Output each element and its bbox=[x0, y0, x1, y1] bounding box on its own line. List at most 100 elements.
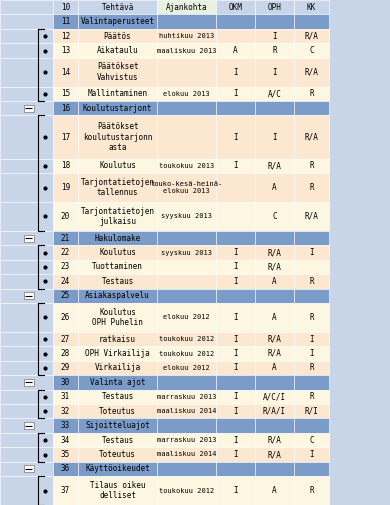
Text: syyskuu 2013: syyskuu 2013 bbox=[161, 249, 212, 256]
Bar bbox=[294, 159, 329, 173]
Bar bbox=[294, 476, 329, 505]
Bar bbox=[0, 43, 53, 58]
Bar bbox=[255, 389, 294, 404]
Text: 23: 23 bbox=[61, 263, 70, 271]
Bar bbox=[294, 462, 329, 476]
Text: I: I bbox=[272, 32, 277, 40]
Text: Testaus: Testaus bbox=[101, 392, 134, 401]
Bar bbox=[255, 447, 294, 462]
Bar bbox=[157, 332, 216, 346]
Bar bbox=[255, 288, 294, 303]
Bar bbox=[157, 375, 216, 389]
Text: I: I bbox=[233, 248, 238, 257]
Text: I: I bbox=[233, 277, 238, 286]
Text: elokuu 2012: elokuu 2012 bbox=[163, 365, 210, 371]
Text: 35: 35 bbox=[61, 450, 70, 459]
Bar bbox=[78, 419, 157, 433]
Text: OPH: OPH bbox=[268, 3, 282, 12]
Text: Tarjontatietojen
tallennus: Tarjontatietojen tallennus bbox=[81, 178, 154, 197]
Bar bbox=[78, 260, 157, 274]
Bar bbox=[53, 375, 78, 389]
Text: Tarjontatietojen
julkaisu: Tarjontatietojen julkaisu bbox=[81, 207, 154, 226]
Text: 28: 28 bbox=[61, 349, 70, 358]
Bar bbox=[78, 0, 157, 15]
Bar bbox=[53, 29, 78, 43]
Text: I: I bbox=[272, 68, 277, 77]
Bar bbox=[294, 419, 329, 433]
Bar bbox=[216, 361, 255, 375]
Text: R: R bbox=[309, 277, 314, 286]
Bar bbox=[294, 361, 329, 375]
Text: 20: 20 bbox=[61, 212, 70, 221]
Bar bbox=[78, 389, 157, 404]
Text: Päätökset
Vahvistus: Päätökset Vahvistus bbox=[97, 63, 138, 82]
Text: 12: 12 bbox=[61, 32, 70, 40]
Bar bbox=[255, 346, 294, 361]
Text: elokuu 2013: elokuu 2013 bbox=[163, 91, 210, 97]
Bar bbox=[78, 447, 157, 462]
Bar bbox=[216, 245, 255, 260]
Text: R: R bbox=[309, 313, 314, 322]
Bar bbox=[78, 462, 157, 476]
Text: R: R bbox=[309, 89, 314, 98]
Bar bbox=[53, 361, 78, 375]
Text: I: I bbox=[309, 450, 314, 459]
Text: I: I bbox=[233, 313, 238, 322]
Bar bbox=[78, 476, 157, 505]
Bar bbox=[157, 404, 216, 419]
Text: I: I bbox=[233, 450, 238, 459]
Bar bbox=[157, 173, 216, 202]
Bar bbox=[78, 43, 157, 58]
Text: I: I bbox=[233, 263, 238, 271]
Bar bbox=[157, 101, 216, 116]
Text: R/A/I: R/A/I bbox=[263, 407, 286, 416]
Bar bbox=[255, 260, 294, 274]
Bar bbox=[53, 303, 78, 332]
Text: I: I bbox=[309, 335, 314, 343]
Bar bbox=[294, 389, 329, 404]
Text: Mallintaminen: Mallintaminen bbox=[87, 89, 148, 98]
Bar bbox=[78, 231, 157, 245]
Text: Tehtävä: Tehtävä bbox=[101, 3, 134, 12]
Text: A: A bbox=[272, 277, 277, 286]
Bar bbox=[53, 462, 78, 476]
Bar bbox=[0, 0, 53, 15]
Text: Valinta ajot: Valinta ajot bbox=[90, 378, 145, 387]
Bar bbox=[216, 303, 255, 332]
Bar bbox=[157, 389, 216, 404]
Text: I: I bbox=[309, 248, 314, 257]
Bar bbox=[78, 404, 157, 419]
Text: R/A: R/A bbox=[268, 248, 282, 257]
Text: 25: 25 bbox=[61, 291, 70, 300]
Text: I: I bbox=[233, 68, 238, 77]
Bar bbox=[255, 202, 294, 231]
Bar bbox=[0, 447, 53, 462]
Bar bbox=[53, 159, 78, 173]
Bar bbox=[157, 159, 216, 173]
Bar bbox=[78, 433, 157, 447]
Bar bbox=[255, 361, 294, 375]
Text: I: I bbox=[233, 335, 238, 343]
Bar bbox=[0, 15, 53, 29]
Text: huhtikuu 2013: huhtikuu 2013 bbox=[159, 33, 214, 39]
Bar bbox=[53, 346, 78, 361]
Text: 21: 21 bbox=[61, 234, 70, 242]
Bar bbox=[78, 159, 157, 173]
Bar bbox=[78, 274, 157, 288]
Bar bbox=[53, 116, 78, 159]
Text: C: C bbox=[309, 436, 314, 444]
Bar bbox=[216, 375, 255, 389]
Bar bbox=[78, 332, 157, 346]
Bar bbox=[78, 245, 157, 260]
Text: toukokuu 2012: toukokuu 2012 bbox=[159, 336, 214, 342]
Text: A/C/I: A/C/I bbox=[263, 392, 286, 401]
Bar bbox=[216, 419, 255, 433]
Bar bbox=[0, 332, 53, 346]
Bar bbox=[216, 404, 255, 419]
Bar bbox=[53, 288, 78, 303]
Text: R: R bbox=[309, 486, 314, 495]
Bar bbox=[216, 389, 255, 404]
Bar bbox=[24, 422, 34, 429]
Bar bbox=[157, 447, 216, 462]
Text: A: A bbox=[272, 183, 277, 192]
